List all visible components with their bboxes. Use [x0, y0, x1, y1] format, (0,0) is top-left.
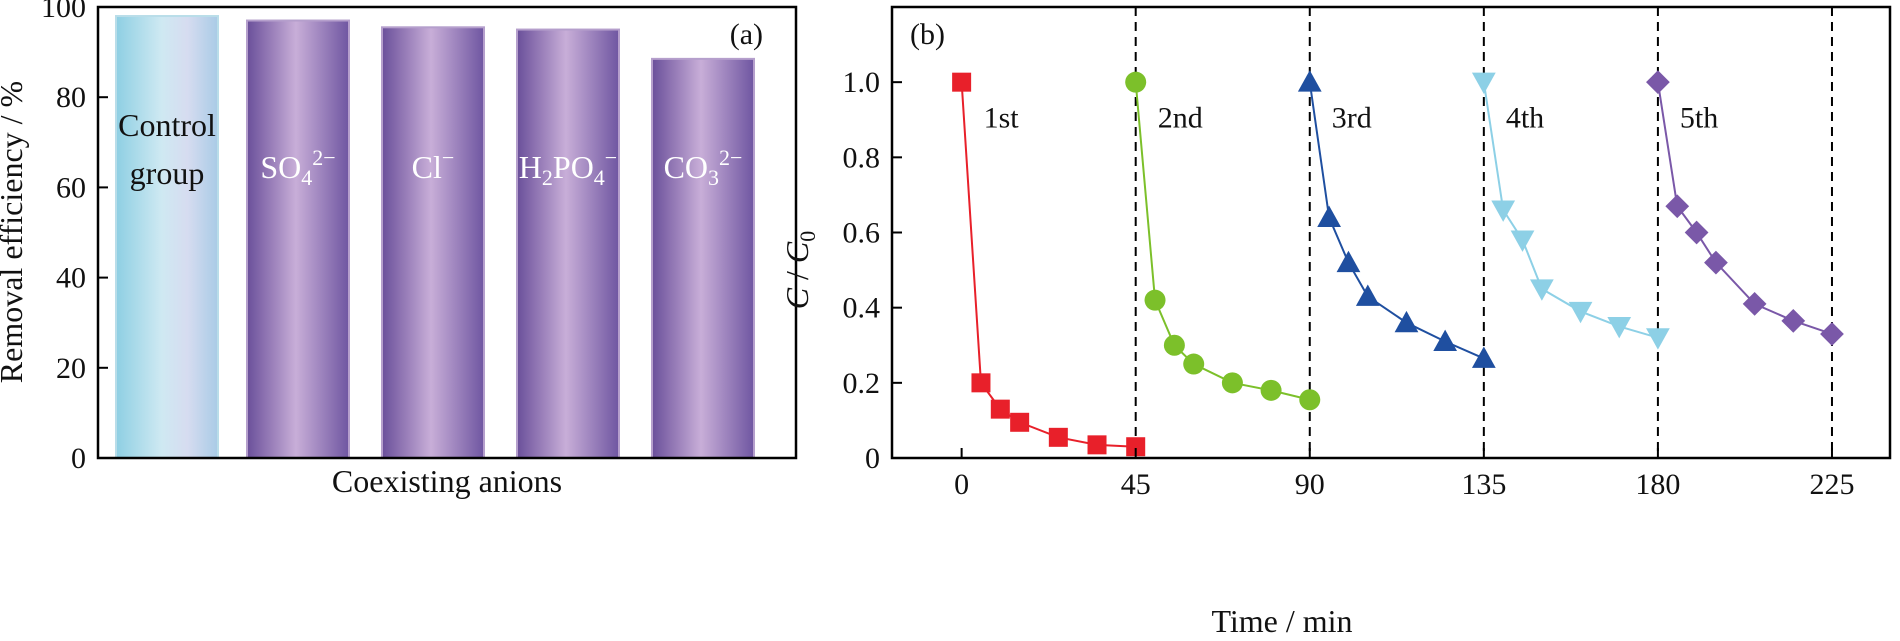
y-tick-label-a-60: 60	[56, 171, 86, 204]
y-tick-label-a-100: 100	[41, 0, 86, 24]
point-5th-0	[1646, 70, 1670, 95]
point-1st-2	[990, 399, 1010, 419]
point-2nd-6	[1299, 389, 1321, 411]
point-3rd-4	[1394, 310, 1419, 333]
point-3rd-6	[1471, 346, 1496, 368]
point-2nd-0	[1125, 71, 1147, 93]
y-tick-label-a-40: 40	[56, 262, 86, 295]
point-3rd-2	[1336, 250, 1361, 273]
chart-a: Control group SO42− Cl− H2PO4− CO32− 0 20 40 60 80…	[0, 0, 798, 499]
y-tick-label-a-0: 0	[71, 442, 86, 475]
run-label-4th: 4th	[1506, 101, 1544, 134]
chart-b: 1st 2nd 3rd 4th 5th 0 0.2 0.4 0.6 0.8 1.0 0 45 90 135 1…	[779, 5, 1892, 639]
point-3rd-0	[1297, 70, 1322, 92]
x-tick-label-b-0: 0	[954, 468, 969, 501]
y-tick-label-b-3: 0.6	[843, 217, 881, 250]
bar-0	[115, 15, 219, 460]
x-tick-label-b-180: 180	[1635, 468, 1680, 501]
point-5th-6	[1820, 322, 1844, 346]
run-label-5th: 5th	[1680, 101, 1718, 134]
bar-3	[516, 28, 620, 460]
point-3rd-5	[1433, 329, 1458, 351]
x-tick-label-b-225: 225	[1809, 468, 1854, 501]
x-tick-label-b-90: 90	[1295, 468, 1325, 501]
y-tick-label-b-2: 0.4	[843, 292, 881, 325]
x-tick-label-b-45: 45	[1121, 468, 1151, 501]
point-5th-2	[1684, 220, 1709, 245]
y-tick-label-a-80: 80	[56, 81, 86, 114]
point-4th-5	[1607, 316, 1632, 339]
point-1st-5	[1087, 435, 1107, 455]
x-tick-label-b-135: 135	[1461, 468, 1506, 501]
plot-frame-a	[96, 5, 798, 460]
point-4th-4	[1568, 301, 1593, 324]
point-4th-2	[1510, 230, 1535, 252]
point-2nd-1	[1144, 289, 1166, 311]
y-tick-label-b-5: 1.0	[843, 66, 881, 99]
point-5th-4	[1742, 292, 1767, 316]
point-1st-3	[1010, 412, 1030, 432]
run-label-1st: 1st	[984, 101, 1020, 134]
point-5th-3	[1704, 250, 1728, 275]
point-4th-6	[1646, 328, 1670, 350]
y-tick-label-b-0: 0	[865, 442, 880, 475]
point-4th-1	[1491, 200, 1516, 222]
y-axis-title-b: C / C0	[779, 231, 820, 310]
bar-label-0-line0: Control	[118, 107, 216, 143]
x-axis-title-b: Time / min	[1211, 603, 1352, 639]
point-2nd-3	[1183, 353, 1205, 375]
y-tick-label-a-20: 20	[56, 352, 86, 385]
point-1st-0	[952, 72, 972, 92]
point-5th-1	[1665, 194, 1690, 219]
y-axis-title-a: Removal efficiency / %	[0, 81, 29, 383]
bar-2	[381, 26, 485, 459]
point-2nd-4	[1221, 372, 1243, 394]
bar-label-3: H2PO4−	[519, 145, 617, 190]
point-3rd-1	[1317, 205, 1341, 227]
point-1st-1	[971, 373, 991, 393]
panel-label-b: (b)	[910, 18, 945, 51]
bar-4	[651, 57, 755, 460]
x-axis-title-a: Coexisting anions	[332, 463, 562, 499]
bar-label-4: CO32−	[664, 145, 743, 190]
point-4th-3	[1529, 279, 1554, 301]
point-4th-0	[1471, 72, 1496, 95]
point-1st-4	[1048, 427, 1068, 447]
point-1st-6	[1126, 437, 1146, 457]
bar-label-0-line1: group	[130, 155, 205, 191]
run-label-3rd: 3rd	[1332, 101, 1372, 134]
plot-frame-b	[890, 5, 1892, 460]
point-2nd-2	[1163, 334, 1185, 356]
bar-label-2: Cl−	[412, 145, 455, 185]
y-tick-label-b-4: 0.8	[843, 141, 881, 174]
bar-label-1: SO42−	[260, 145, 335, 190]
y-tick-label-b-1: 0.2	[843, 367, 881, 400]
point-5th-5	[1781, 308, 1806, 333]
bar-1	[246, 19, 350, 460]
point-2nd-5	[1260, 379, 1282, 401]
panel-label-a: (a)	[730, 18, 763, 51]
run-label-2nd: 2nd	[1158, 101, 1203, 134]
point-3rd-3	[1355, 284, 1380, 306]
